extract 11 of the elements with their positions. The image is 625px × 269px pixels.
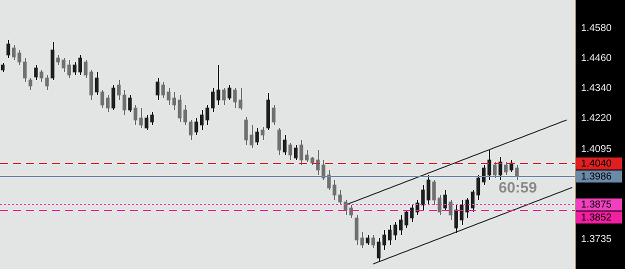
y-tick-label: 1.4220 (581, 112, 612, 124)
ref-line-label: 1.3986 (581, 171, 612, 182)
ref-line-label: 1.3875 (581, 199, 612, 210)
ref-line-label: 1.3852 (581, 212, 612, 224)
ref-line-label: 1.4040 (581, 158, 612, 170)
annotation: 60:59 (498, 179, 537, 196)
y-tick-label: 1.4340 (581, 82, 612, 94)
y-tick-label: 1.4580 (581, 22, 612, 34)
y-tick-label: 1.3735 (581, 234, 612, 245)
y-tick-label: 1.4095 (581, 144, 612, 155)
y-tick-label: 1.4460 (581, 52, 612, 64)
